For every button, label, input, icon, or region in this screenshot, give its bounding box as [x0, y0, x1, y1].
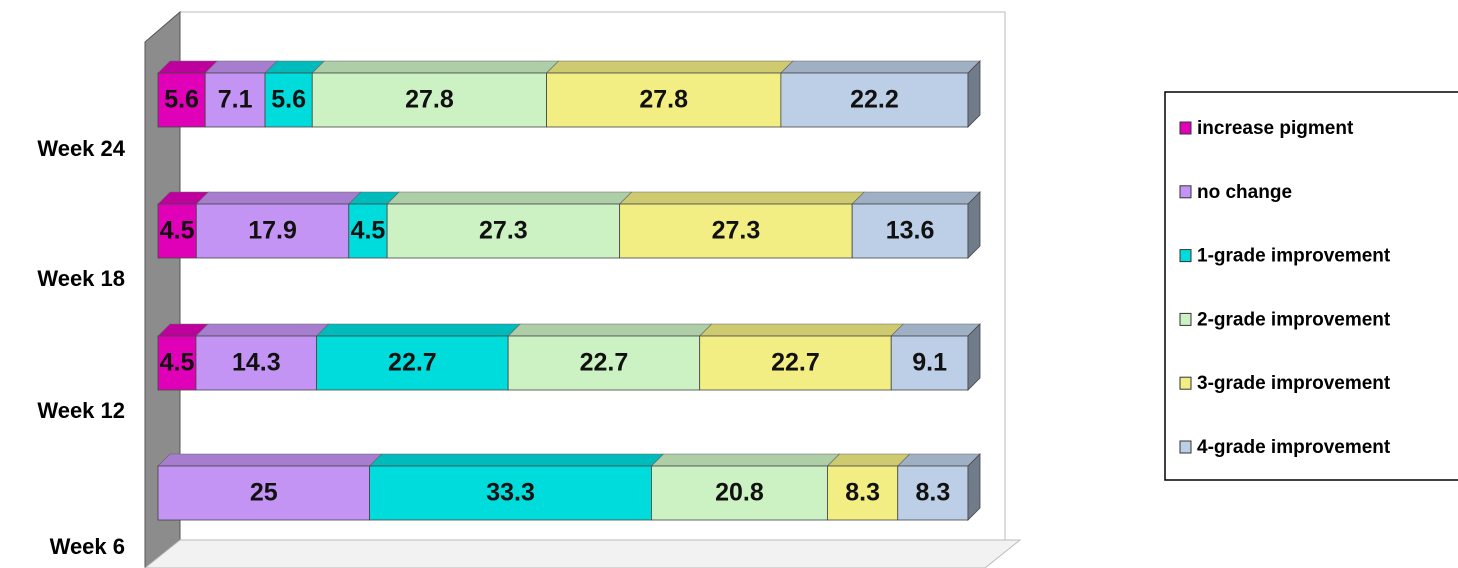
- bar-top: [157, 453, 383, 467]
- legend-label: 3-grade improvement: [1197, 373, 1391, 394]
- bar-top: [650, 453, 841, 467]
- data-label: 17.9: [248, 217, 297, 245]
- legend-box: [1164, 91, 1458, 481]
- legend-label: 2-grade improvement: [1197, 309, 1391, 330]
- data-label: 9.1: [912, 349, 947, 377]
- legend-swatch: [1179, 249, 1192, 263]
- data-label: 27.8: [405, 86, 454, 114]
- data-label: 5.6: [271, 86, 306, 114]
- data-label: 22.2: [850, 86, 899, 114]
- data-label: 22.7: [580, 349, 629, 377]
- data-label: 27.3: [479, 217, 528, 245]
- data-label: 14.3: [232, 349, 281, 377]
- bar: [851, 203, 969, 259]
- data-label: 33.3: [486, 479, 535, 507]
- data-label: 22.7: [388, 349, 437, 377]
- data-label: 20.8: [715, 479, 764, 507]
- y-tick-label: Week 12: [37, 398, 125, 423]
- bar-top: [851, 191, 981, 205]
- bar: [507, 335, 701, 391]
- bar-side: [967, 191, 981, 259]
- data-label: 22.7: [771, 349, 820, 377]
- data-label: 8.3: [915, 479, 950, 507]
- bar-top: [698, 323, 904, 337]
- bar-side: [967, 453, 981, 521]
- bar-side: [967, 323, 981, 391]
- y-tick-label: Week 24: [37, 136, 125, 161]
- bar-top: [311, 60, 560, 74]
- bar-side: [967, 60, 981, 128]
- legend-swatch: [1179, 312, 1192, 326]
- bar-top: [618, 191, 865, 205]
- bar: [157, 72, 206, 128]
- bar: [157, 335, 197, 391]
- data-label: 4.5: [160, 349, 195, 377]
- data-label: 4.5: [160, 217, 195, 245]
- legend-swatch: [1179, 185, 1192, 199]
- bar-top: [780, 60, 981, 74]
- bar-top: [315, 323, 521, 337]
- y-tick-label: Week 6: [50, 534, 125, 559]
- bar: [619, 203, 853, 259]
- y-tick-label: Week 18: [37, 266, 125, 291]
- data-label: 27.8: [639, 86, 688, 114]
- floor: [144, 539, 1022, 568]
- data-label: 27.3: [712, 217, 761, 245]
- data-label: 7.1: [218, 86, 253, 114]
- bar: [386, 203, 621, 259]
- bar: [369, 465, 652, 521]
- bar: [311, 72, 547, 128]
- bar: [204, 72, 266, 128]
- legend-label: 1-grade improvement: [1197, 246, 1391, 267]
- bar-top: [204, 60, 278, 74]
- bar: [316, 335, 509, 391]
- legend-swatch: [1179, 440, 1192, 454]
- bar-top: [368, 453, 665, 467]
- bar-top: [545, 60, 794, 74]
- bar: [897, 465, 969, 521]
- bar-top: [195, 323, 330, 337]
- bar: [195, 203, 350, 259]
- data-label: 4.5: [351, 217, 386, 245]
- legend-swatch: [1179, 121, 1192, 135]
- bar-top: [890, 323, 981, 337]
- bar-top: [507, 323, 713, 337]
- bar: [890, 335, 969, 391]
- bar: [157, 465, 370, 521]
- bar: [195, 335, 318, 391]
- bar-top: [897, 453, 981, 467]
- bar: [780, 72, 969, 128]
- data-label: 5.6: [164, 86, 199, 114]
- bar-top: [195, 191, 362, 205]
- bar: [348, 203, 388, 259]
- bar: [157, 203, 197, 259]
- data-label: 13.6: [886, 217, 935, 245]
- bar-top: [386, 191, 633, 205]
- legend-label: 4-grade improvement: [1197, 437, 1391, 458]
- data-label: 8.3: [845, 479, 880, 507]
- legend-label: no change: [1197, 182, 1292, 203]
- bar-top: [826, 453, 911, 467]
- legend-label: increase pigment: [1197, 118, 1354, 139]
- data-label: 25: [250, 479, 278, 507]
- legend-swatch: [1179, 376, 1192, 390]
- bar: [546, 72, 782, 128]
